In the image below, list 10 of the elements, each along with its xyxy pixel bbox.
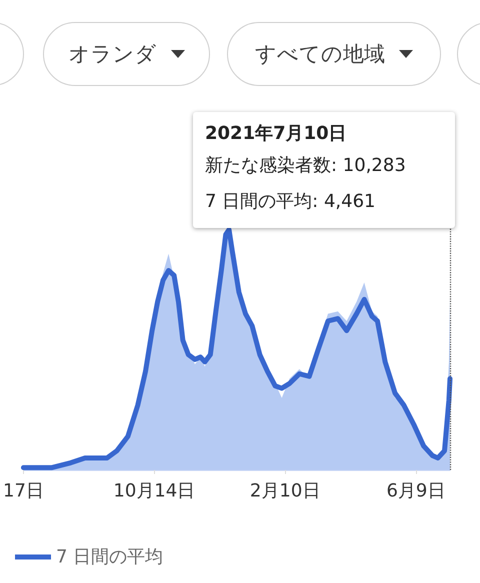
legend-label: 7 日間の平均	[56, 546, 164, 568]
x-tick-label: 17日	[3, 480, 44, 502]
text: 2021年7月10日	[205, 122, 348, 146]
x-tick-label: 6月9日	[386, 480, 446, 502]
x-tick-label: 10月14日	[113, 480, 196, 502]
text: 新たな感染者数: 10,283	[205, 154, 407, 178]
x-tick-label: 2月10日	[250, 480, 320, 502]
text: 7 日間の平均: 4,461	[205, 190, 376, 214]
text: オランダ	[68, 41, 156, 68]
text: すべての地域	[255, 41, 385, 68]
